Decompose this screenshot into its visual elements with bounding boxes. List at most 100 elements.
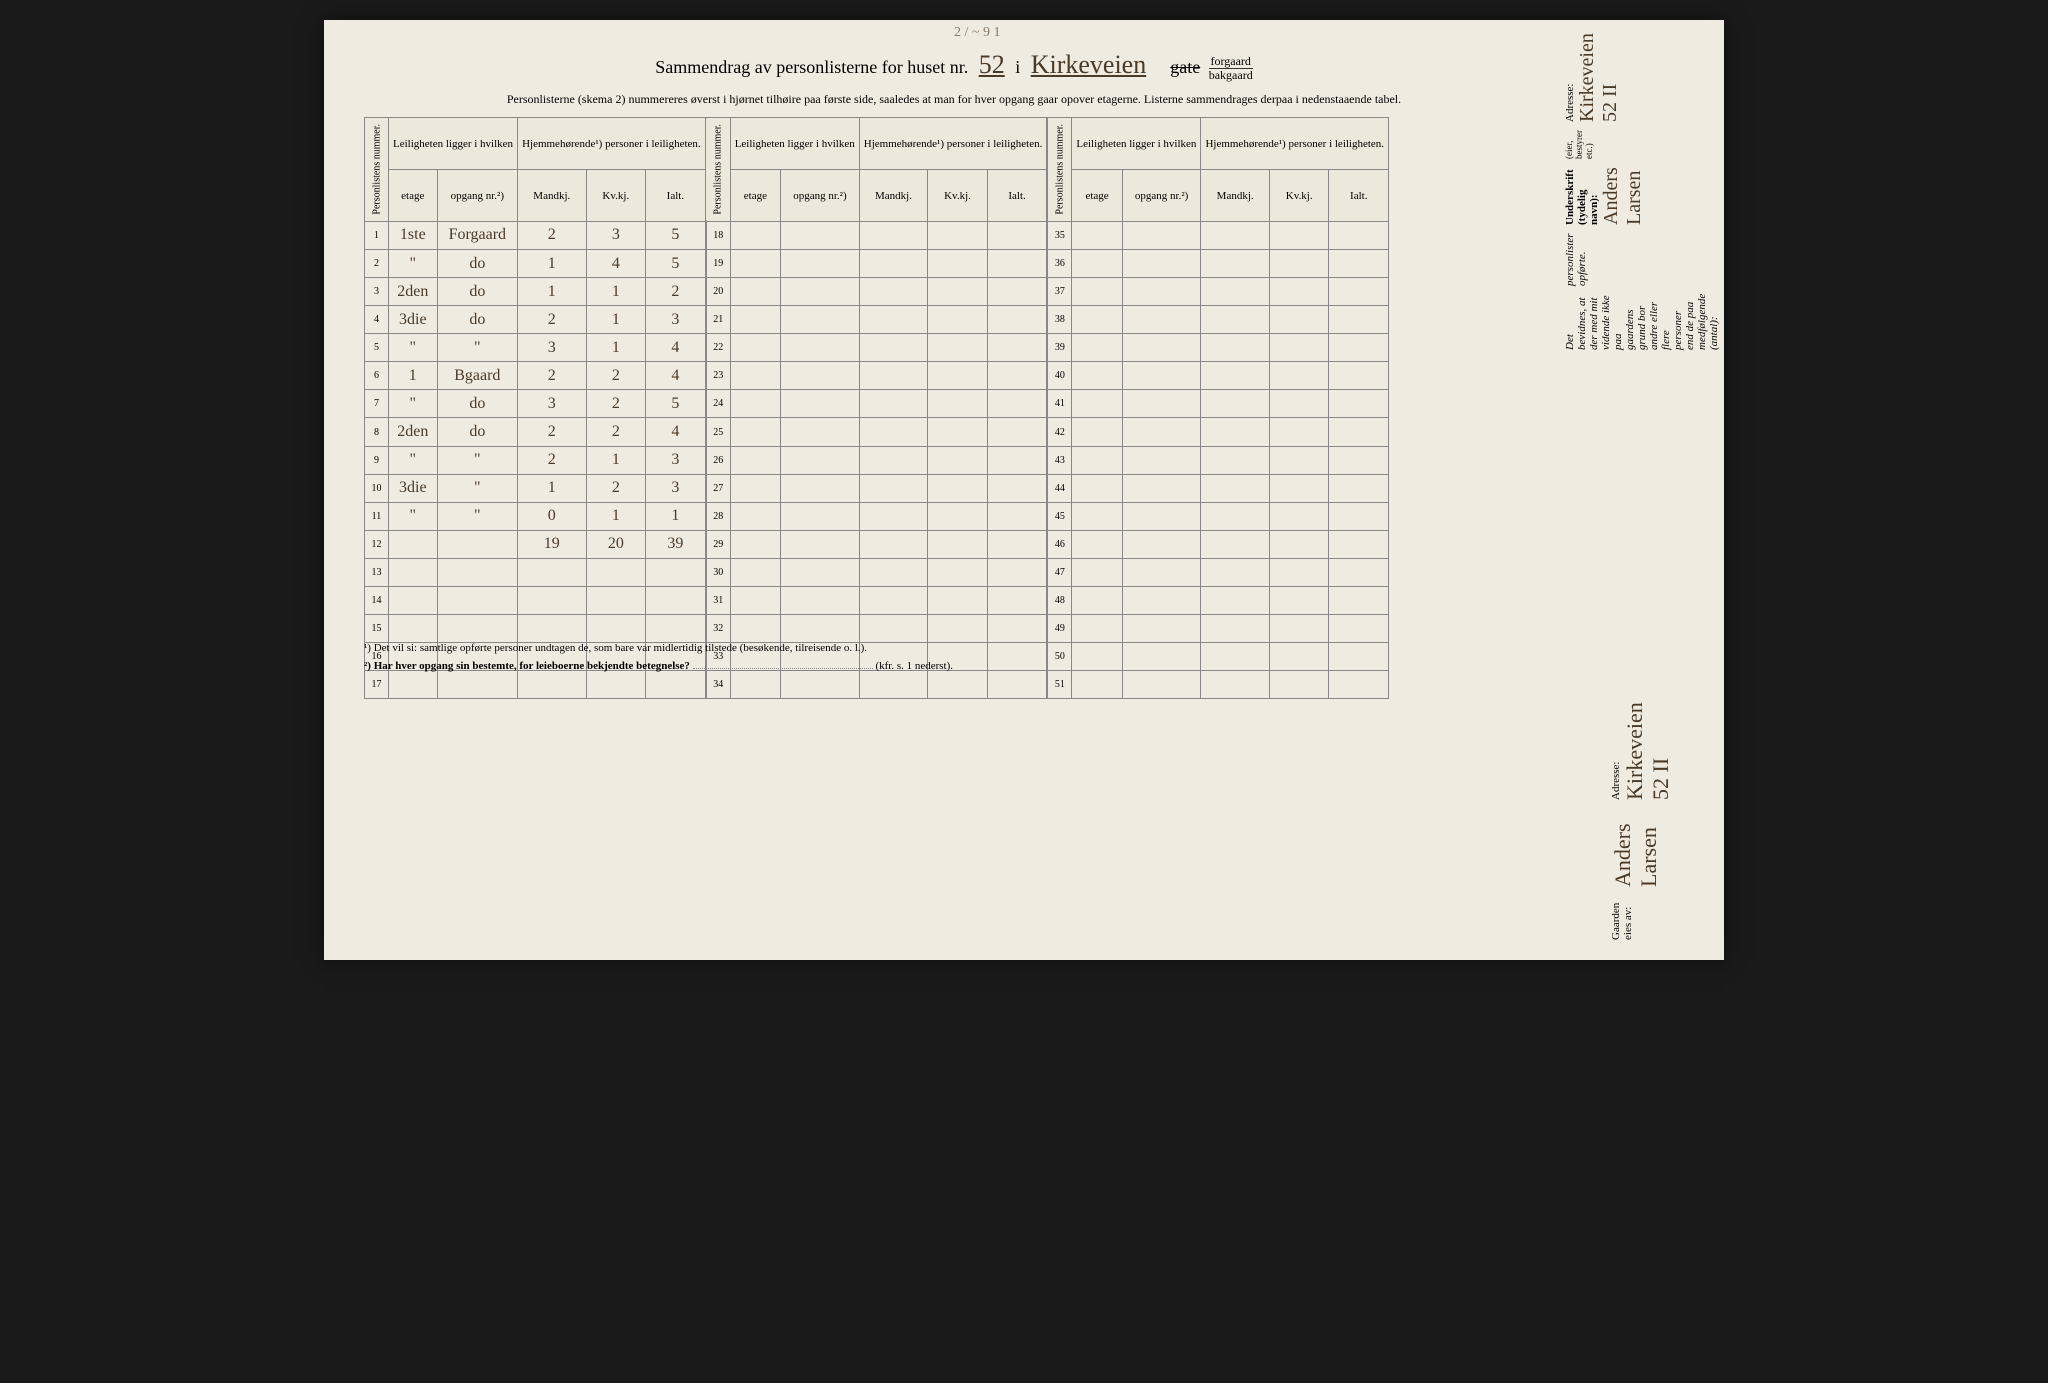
cell-opgang	[1122, 615, 1201, 643]
cell-ialt	[987, 502, 1047, 530]
cell-mandkj	[859, 221, 927, 249]
cell-ialt	[646, 586, 706, 614]
table-row: 41	[1048, 390, 1389, 418]
cell-mandkj: 2	[518, 306, 586, 334]
row-num: 13	[365, 558, 389, 586]
cell-etage	[730, 446, 780, 474]
table-row: 32	[706, 615, 1047, 643]
gaarden-label: Gaarden eies av:	[1610, 903, 1634, 940]
cell-mandkj	[1201, 586, 1269, 614]
cell-kvkj	[1269, 530, 1329, 558]
cell-opgang	[1122, 530, 1201, 558]
cell-opgang: do	[437, 250, 518, 278]
row-num: 19	[706, 250, 730, 278]
cell-mandkj	[1201, 362, 1269, 390]
cell-kvkj	[1269, 334, 1329, 362]
row-num: 7	[365, 390, 389, 418]
cell-etage	[1072, 558, 1122, 586]
cell-kvkj	[1269, 502, 1329, 530]
th-leiligheten-3: Leiligheten ligger i hvilken	[1072, 118, 1201, 170]
cell-mandkj	[859, 586, 927, 614]
cell-opgang	[437, 530, 518, 558]
cell-etage	[1072, 306, 1122, 334]
cell-ialt	[1329, 643, 1389, 671]
row-num: 21	[706, 306, 730, 334]
table-row: 9 " " 2 1 3	[365, 446, 706, 474]
cell-kvkj	[1269, 418, 1329, 446]
cell-etage: "	[389, 446, 438, 474]
cell-mandkj	[859, 278, 927, 306]
row-num: 50	[1048, 643, 1072, 671]
top-pencil-marks: 2 / ~ 9 1	[954, 25, 1000, 41]
house-number: 52	[973, 50, 1011, 79]
cell-kvkj	[1269, 278, 1329, 306]
table-row: 43	[1048, 446, 1389, 474]
forgaard-bakgaard: forgaard bakgaard	[1209, 55, 1253, 82]
cell-mandkj	[1201, 278, 1269, 306]
cell-opgang	[1122, 418, 1201, 446]
cell-kvkj	[1269, 586, 1329, 614]
row-num: 36	[1048, 250, 1072, 278]
data-table-2: Personlistens nummer. Leiligheten ligger…	[706, 117, 1048, 699]
eier-note: (eier, bestyrer etc.)	[1564, 130, 1594, 159]
cell-kvkj: 1	[586, 306, 646, 334]
cell-opgang	[781, 278, 860, 306]
cell-mandkj	[1201, 446, 1269, 474]
table-row: 10 3die " 1 2 3	[365, 474, 706, 502]
cell-ialt	[1329, 530, 1389, 558]
cell-mandkj: 0	[518, 502, 586, 530]
gate-label: gate	[1170, 57, 1200, 77]
cell-kvkj	[928, 558, 988, 586]
row-num: 25	[706, 418, 730, 446]
table-row: 47	[1048, 558, 1389, 586]
row-num: 40	[1048, 362, 1072, 390]
cell-kvkj	[928, 362, 988, 390]
th-ialt-3: Ialt.	[1329, 170, 1389, 222]
th-etage: etage	[389, 170, 438, 222]
cell-mandkj	[859, 502, 927, 530]
table-row: 22	[706, 334, 1047, 362]
cell-opgang	[1122, 586, 1201, 614]
cell-ialt	[987, 418, 1047, 446]
cell-mandkj	[859, 362, 927, 390]
cell-etage	[730, 390, 780, 418]
cell-ialt	[1329, 558, 1389, 586]
cell-etage	[389, 615, 438, 643]
cell-opgang	[1122, 558, 1201, 586]
row-num: 37	[1048, 278, 1072, 306]
cell-opgang	[781, 558, 860, 586]
cell-ialt	[1329, 446, 1389, 474]
cell-opgang: Forgaard	[437, 221, 518, 249]
th-opgang-2: opgang nr.²)	[781, 170, 860, 222]
table-row: 2 " do 1 4 5	[365, 250, 706, 278]
cell-ialt	[987, 558, 1047, 586]
cell-etage	[730, 362, 780, 390]
row-num: 41	[1048, 390, 1072, 418]
th-personlistens-2: Personlistens nummer.	[706, 118, 730, 222]
th-leiligheten-2: Leiligheten ligger i hvilken	[730, 118, 859, 170]
cell-opgang: "	[437, 502, 518, 530]
cell-kvkj	[1269, 643, 1329, 671]
cell-mandkj: 2	[518, 446, 586, 474]
cell-opgang	[1122, 446, 1201, 474]
table-row: 1 1ste Forgaard 2 3 5	[365, 221, 706, 249]
cell-etage	[730, 334, 780, 362]
title-mid: i	[1015, 57, 1020, 77]
cell-mandkj	[859, 418, 927, 446]
row-num: 23	[706, 362, 730, 390]
row-num: 2	[365, 250, 389, 278]
cell-opgang	[781, 390, 860, 418]
th-ialt: Ialt.	[646, 170, 706, 222]
cell-etage	[1072, 390, 1122, 418]
table-row: 21	[706, 306, 1047, 334]
table-row: 31	[706, 586, 1047, 614]
cell-etage	[730, 250, 780, 278]
cell-opgang	[437, 615, 518, 643]
row-num: 32	[706, 615, 730, 643]
th-etage-3: etage	[1072, 170, 1122, 222]
cell-etage: "	[389, 502, 438, 530]
table-row: 40	[1048, 362, 1389, 390]
cell-ialt	[1329, 221, 1389, 249]
cell-etage: 3die	[389, 474, 438, 502]
cell-kvkj	[928, 334, 988, 362]
